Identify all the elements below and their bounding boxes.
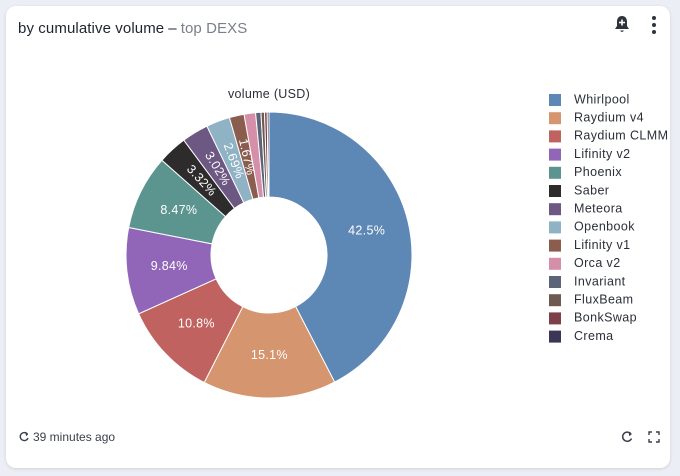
legend-swatch[interactable] [549,185,561,197]
legend-label[interactable]: Phoenix [574,165,622,179]
legend-label[interactable]: Invariant [574,274,626,288]
legend-label[interactable]: Meteora [574,201,623,215]
legend-label[interactable]: Raydium CLMM [574,129,668,143]
legend-swatch[interactable] [549,221,561,234]
legend-label[interactable]: Lifinity v2 [574,147,631,161]
legend-swatch[interactable] [549,239,561,252]
sync-icon [19,431,29,442]
bell-plus-icon[interactable] [612,14,632,36]
chart-title: volume (USD) [228,87,310,101]
legend-swatch[interactable] [549,276,561,288]
legend-swatch[interactable] [549,312,561,325]
slice-label: 8.47% [160,203,197,217]
card-title-sub: top DEXS [180,20,248,37]
legend-swatch[interactable] [549,294,561,307]
kebab-menu-icon[interactable] [646,13,662,37]
legend-swatch[interactable] [549,203,561,216]
title-separator: – [168,20,177,37]
legend-swatch[interactable] [549,257,561,270]
pie-slice-raydium-v4[interactable] [203,305,336,399]
pie-slice-whirlpool[interactable] [268,111,413,383]
legend-label[interactable]: BonkSwap [574,311,637,325]
legend-swatch[interactable] [549,130,561,143]
expand-icon[interactable] [647,430,661,444]
legend-swatch[interactable] [549,94,561,106]
legend-label[interactable]: Lifinity v1 [574,238,631,252]
legend-label[interactable]: Whirlpool [574,92,630,106]
legend-label[interactable]: Orca v2 [574,256,621,270]
refresh-icon[interactable] [620,430,634,444]
card-title-main: by cumulative volume [18,20,165,37]
pie-slice-crema[interactable] [266,111,270,198]
slice-label: 10.8% [178,317,215,331]
slice-label: 9.84% [151,259,188,273]
donut-chart: volume (USD) 42.5%15.1%10.8%9.84%8.47%3.… [125,87,668,399]
chart-card: by cumulative volume – top DEXS volume (US… [6,6,670,468]
last-updated: 39 minutes ago [18,430,115,444]
card-title: by cumulative volume – top DEXS [18,20,247,37]
legend-label[interactable]: FluxBeam [574,292,633,306]
last-updated-text: 39 minutes ago [33,430,116,444]
legend-label[interactable]: Openbook [574,220,635,234]
legend-swatch[interactable] [549,148,561,161]
legend-label[interactable]: Raydium v4 [574,110,644,124]
legend-swatch[interactable] [549,330,561,343]
slice-label: 15.1% [251,348,288,362]
legend-swatch[interactable] [549,112,561,125]
legend-label[interactable]: Saber [574,183,609,197]
slice-label: 42.5% [348,224,385,238]
legend-label[interactable]: Crema [574,329,614,343]
legend-swatch[interactable] [549,166,561,179]
